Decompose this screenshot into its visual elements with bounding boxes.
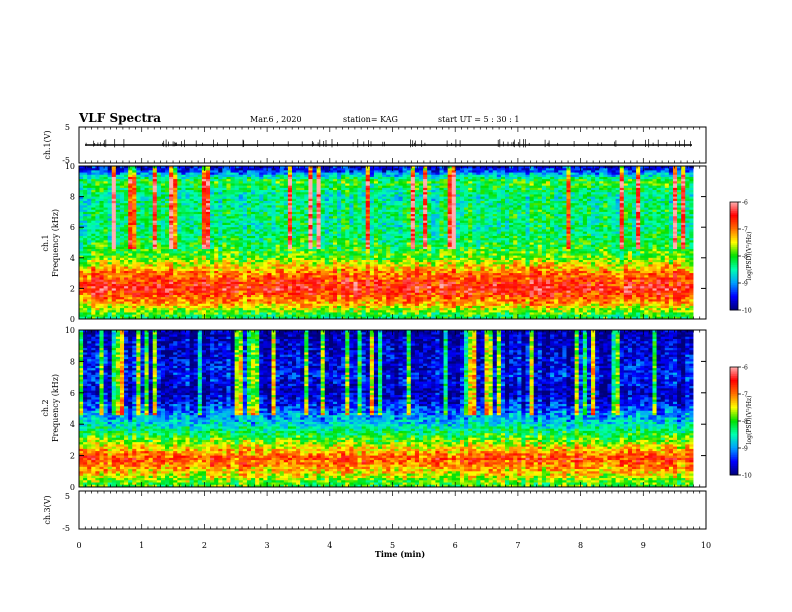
ch1-wave-ytick-top: 5: [65, 123, 70, 132]
station-label: station= KAG: [343, 115, 398, 124]
date-label: Mar.6 , 2020: [250, 115, 302, 124]
ch1-wave-ylabel: ch.1(V): [43, 130, 52, 159]
figure-title: VLF Spectra: [78, 111, 161, 125]
ch1-waveform-panel: 5 -5 ch.1(V): [43, 123, 706, 165]
ch1-spectrogram-image: [79, 166, 706, 319]
start-time-label: start UT = 5 : 30 : 1: [438, 115, 519, 124]
